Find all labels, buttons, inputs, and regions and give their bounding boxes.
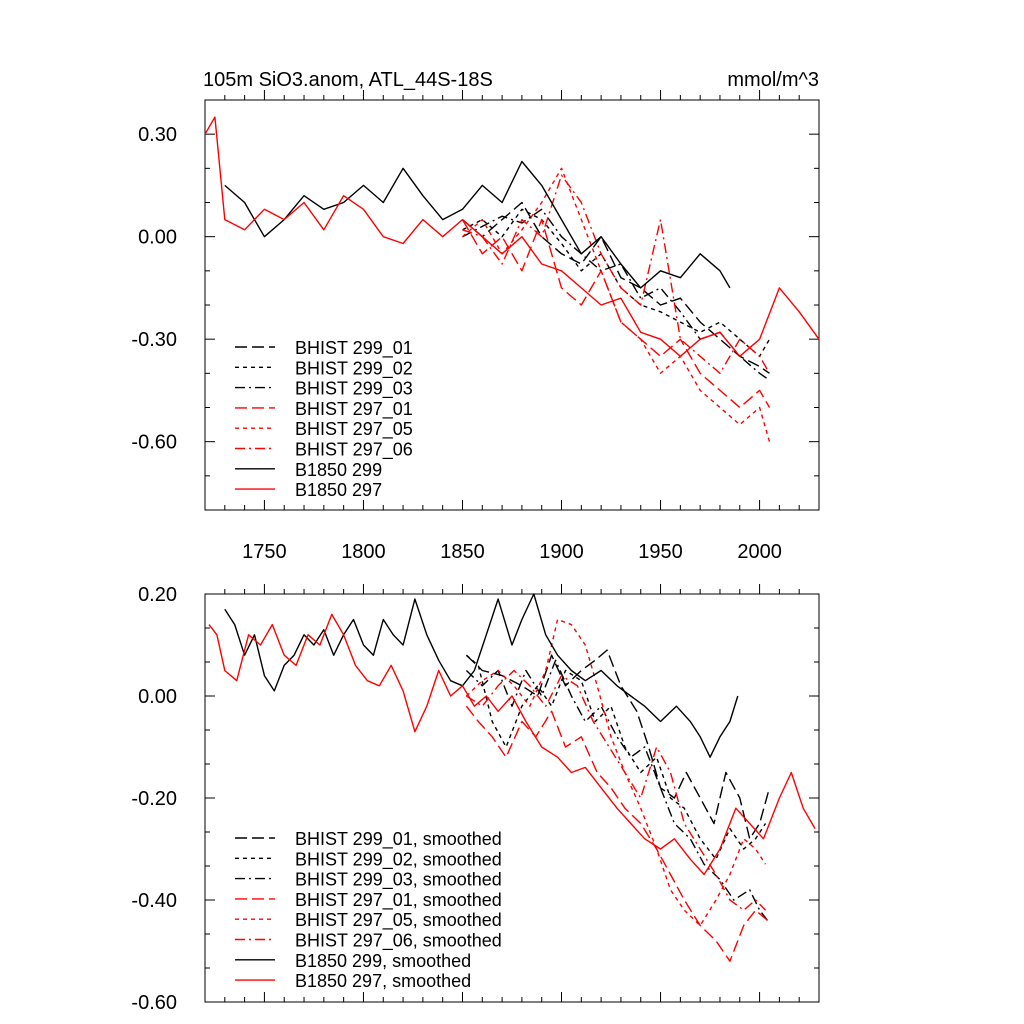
legend-label: BHIST 299_02	[295, 358, 413, 379]
legend-label: BHIST 297_05, smoothed	[295, 910, 502, 931]
series-line-4	[461, 218, 771, 409]
series-group-top	[204, 116, 820, 442]
y-tick-label: -0.30	[131, 329, 177, 351]
legend-label: BHIST 299_02, smoothed	[295, 849, 502, 870]
series-group-bottom	[208, 593, 816, 962]
legend-label: BHIST 297_01	[295, 399, 413, 420]
y-tick-label: -0.40	[131, 890, 177, 912]
legend-label: B1850 299, smoothed	[295, 951, 471, 971]
legend-label: BHIST 297_05	[295, 419, 413, 440]
y-tick-label: -0.60	[131, 432, 177, 454]
axis-ticks-top: 1750 1800 1850 1900 1950 2000 0.30 0.00 -0.30 -0.…	[131, 90, 819, 563]
series-line-7	[224, 160, 731, 289]
legend-label: B1850 297, smoothed	[295, 971, 471, 991]
legend-label: BHIST 299_01	[295, 338, 413, 359]
legend-label: BHIST 299_03, smoothed	[295, 870, 502, 891]
legend-label: BHIST 299_01, smoothed	[295, 829, 502, 850]
bottom-panel: 0.20 0.00 -0.20 -0.40 -0.60 BHIST 299_01, sm…	[131, 584, 820, 1014]
series-line-5	[462, 167, 771, 442]
x-tick-label: 1800	[341, 541, 386, 563]
y-tick-label: 0.00	[138, 686, 177, 708]
y-tick-label: 0.30	[138, 124, 177, 146]
series-line-5	[465, 618, 767, 927]
top-panel: 105m SiO3.anom, ATL_44S-18S mmol/m^3 175…	[131, 69, 820, 563]
series-line-3	[462, 208, 770, 381]
x-tick-label: 2000	[737, 541, 782, 563]
series-line-3	[465, 659, 769, 921]
series-line-4	[465, 705, 768, 962]
x-tick-label: 1750	[242, 541, 287, 563]
legend-label: BHIST 297_06	[295, 440, 413, 461]
legend-label: B1850 299	[295, 460, 382, 480]
y-tick-label: -0.20	[131, 788, 177, 810]
series-line-1	[462, 201, 770, 374]
y-tick-label: 0.20	[138, 584, 177, 606]
axis-ticks-bottom: 0.20 0.00 -0.20 -0.40 -0.60	[131, 584, 819, 1014]
series-line-2	[462, 208, 771, 357]
units-label: mmol/m^3	[727, 69, 819, 91]
chart-title: 105m SiO3.anom, ATL_44S-18S	[203, 69, 493, 91]
legend-label: BHIST 297_01, smoothed	[295, 890, 502, 911]
x-tick-label: 1950	[638, 541, 683, 563]
x-tick-label: 1900	[539, 541, 584, 563]
series-line-8	[204, 116, 820, 357]
legend-label: BHIST 297_06, smoothed	[295, 931, 502, 952]
series-line-6	[462, 174, 771, 374]
legend-label: B1850 297	[295, 480, 382, 500]
y-tick-label: -0.60	[131, 992, 177, 1014]
legend-label: BHIST 299_03	[295, 379, 413, 400]
y-tick-label: 0.00	[138, 227, 177, 249]
series-line-8	[208, 613, 816, 876]
series-line-6	[466, 669, 767, 911]
x-tick-label: 1850	[440, 541, 485, 563]
series-line-7	[224, 593, 739, 758]
